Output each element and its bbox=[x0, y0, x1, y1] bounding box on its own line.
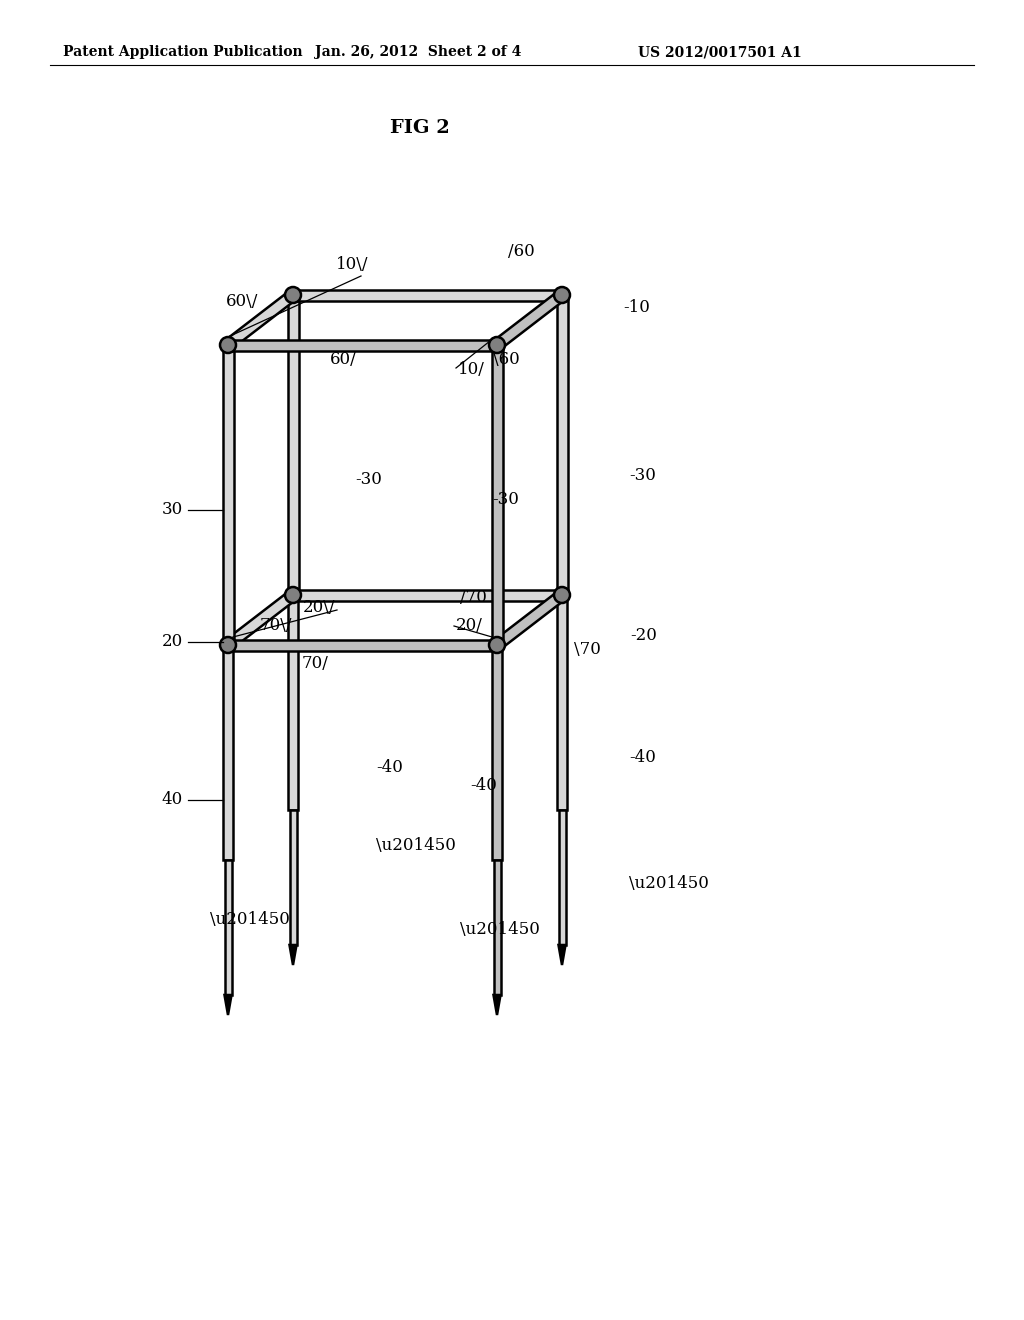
Circle shape bbox=[285, 587, 301, 603]
Polygon shape bbox=[224, 290, 296, 350]
Circle shape bbox=[285, 286, 301, 304]
Text: \70: \70 bbox=[574, 642, 601, 659]
Text: -40: -40 bbox=[470, 776, 497, 793]
Polygon shape bbox=[558, 945, 565, 965]
Polygon shape bbox=[228, 639, 497, 651]
Text: -10: -10 bbox=[623, 300, 650, 317]
Text: /70: /70 bbox=[460, 589, 486, 606]
Bar bbox=[224, 861, 231, 995]
Text: \60: \60 bbox=[493, 351, 520, 368]
Circle shape bbox=[554, 286, 570, 304]
Text: -20: -20 bbox=[630, 627, 656, 644]
Text: -30: -30 bbox=[492, 491, 519, 508]
Text: /60: /60 bbox=[508, 243, 535, 260]
Circle shape bbox=[489, 638, 505, 653]
Text: 10/: 10/ bbox=[458, 362, 485, 379]
Text: \u201450: \u201450 bbox=[376, 837, 456, 854]
Polygon shape bbox=[293, 289, 562, 301]
Polygon shape bbox=[224, 590, 296, 649]
Text: Jan. 26, 2012  Sheet 2 of 4: Jan. 26, 2012 Sheet 2 of 4 bbox=[314, 45, 521, 59]
Text: 60\/: 60\/ bbox=[225, 293, 258, 310]
Circle shape bbox=[220, 337, 236, 352]
Bar bbox=[223, 645, 233, 861]
Text: FIG 2: FIG 2 bbox=[390, 119, 450, 137]
Polygon shape bbox=[293, 590, 562, 601]
Text: \u201450: \u201450 bbox=[210, 912, 290, 928]
Text: 70\/: 70\/ bbox=[259, 616, 292, 634]
Circle shape bbox=[554, 587, 570, 603]
Bar bbox=[494, 861, 501, 995]
Text: Patent Application Publication: Patent Application Publication bbox=[63, 45, 303, 59]
Bar bbox=[222, 345, 233, 645]
Text: 20/: 20/ bbox=[456, 616, 483, 634]
Text: -40: -40 bbox=[629, 750, 656, 767]
Bar bbox=[288, 294, 299, 595]
Text: 70/: 70/ bbox=[302, 655, 329, 672]
Polygon shape bbox=[494, 995, 501, 1015]
Text: US 2012/0017501 A1: US 2012/0017501 A1 bbox=[638, 45, 802, 59]
Circle shape bbox=[220, 638, 236, 653]
Text: 20: 20 bbox=[162, 634, 183, 651]
Circle shape bbox=[489, 337, 505, 352]
Polygon shape bbox=[224, 995, 231, 1015]
Bar bbox=[288, 595, 298, 810]
Polygon shape bbox=[228, 339, 497, 351]
Text: 30: 30 bbox=[162, 502, 183, 519]
Bar bbox=[290, 810, 297, 945]
Text: -30: -30 bbox=[355, 471, 382, 488]
Bar bbox=[557, 595, 567, 810]
Text: -40: -40 bbox=[376, 759, 402, 776]
Text: 10\/: 10\/ bbox=[336, 256, 369, 273]
Bar bbox=[492, 645, 502, 861]
Bar bbox=[492, 345, 503, 645]
Text: 20\/: 20\/ bbox=[302, 599, 335, 616]
Text: 40: 40 bbox=[162, 792, 183, 808]
Text: \u201450: \u201450 bbox=[460, 921, 540, 939]
Text: \u201450: \u201450 bbox=[629, 874, 709, 891]
Text: 60/: 60/ bbox=[330, 351, 356, 368]
Polygon shape bbox=[290, 945, 297, 965]
Polygon shape bbox=[494, 590, 565, 649]
Bar bbox=[558, 810, 565, 945]
Polygon shape bbox=[494, 290, 565, 350]
Bar bbox=[556, 294, 567, 595]
Text: -30: -30 bbox=[629, 466, 656, 483]
